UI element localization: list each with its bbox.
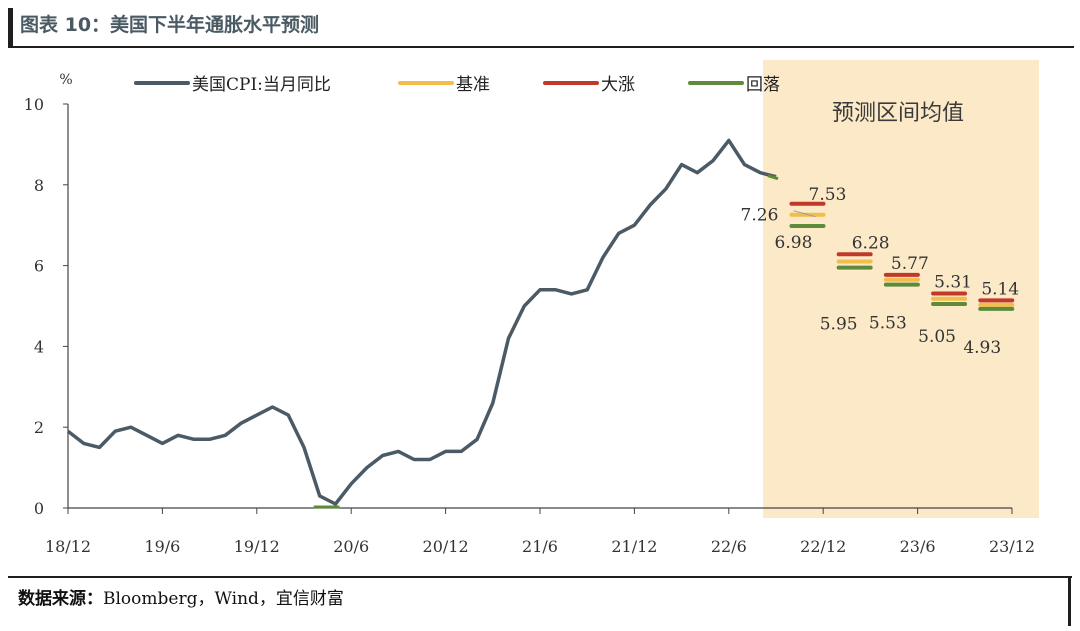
title-underline — [8, 46, 1074, 48]
y-axis-unit: % — [59, 72, 72, 88]
x-tick-label: 22/12 — [800, 537, 846, 556]
forecast-region-label: 预测区间均值 — [832, 101, 964, 126]
source-note: 数据来源：Bloomberg，Wind，宜信财富 — [18, 584, 344, 609]
x-tick-label: 19/6 — [144, 537, 180, 556]
x-tick-label: 23/6 — [900, 537, 936, 556]
x-tick-label: 18/12 — [45, 537, 91, 556]
cpi-line — [66, 138, 777, 506]
axes: % 0 2 4 6 8 10 18/12 19/6 19/12 20/6 20/12 21/6 21/12… — [24, 72, 1035, 556]
y-tick-label: 2 — [34, 418, 44, 437]
x-tick-label: 21/12 — [611, 537, 657, 556]
forecast-layer: 7.53 7.26 6.98 6.28 5.95 5.77 5.53 5.31 5.05 5.14… — [741, 185, 1020, 358]
forecast-region — [763, 60, 1039, 518]
forecast-value-label: 5.95 — [820, 315, 858, 335]
forecast-value-label: 6.28 — [852, 233, 890, 253]
forecast-value-label: 4.93 — [963, 338, 1001, 358]
legend-label: 回落 — [746, 75, 780, 95]
x-tick-label: 20/6 — [333, 537, 369, 556]
y-tick-label: 4 — [34, 337, 44, 356]
forecast-value-label: 5.53 — [869, 314, 907, 334]
footer-right-rule — [1068, 576, 1071, 626]
series-layer — [66, 138, 779, 509]
forecast-value-label: 7.26 — [741, 206, 779, 226]
title-accent-rule — [8, 8, 13, 46]
footer-rule — [8, 576, 1072, 578]
chart-title: 图表 10：美国下半年通胀水平预测 — [20, 14, 320, 36]
source-text: Bloomberg，Wind，宜信财富 — [103, 589, 344, 609]
x-tick-label: 19/12 — [234, 537, 280, 556]
y-tick-label: 10 — [24, 95, 44, 114]
legend-label: 基准 — [456, 75, 490, 95]
x-tick-label: 22/6 — [711, 537, 747, 556]
y-tick-label: 0 — [34, 499, 44, 518]
cpi-chart: 预测区间均值 % 0 2 4 6 8 10 18/12 19/6 19/12 20/6 20/12 21… — [24, 60, 1039, 556]
x-tick-label: 21/6 — [522, 537, 558, 556]
forecast-value-label: 5.31 — [934, 272, 972, 292]
cpi-tail — [767, 174, 779, 181]
source-label: 数据来源： — [18, 589, 103, 609]
forecast-value-label: 6.98 — [775, 233, 813, 253]
x-tick-label: 23/12 — [989, 537, 1035, 556]
forecast-leader-line — [793, 210, 816, 218]
legend-label: 美国CPI:当月同比 — [192, 75, 331, 95]
y-tick-label: 8 — [34, 176, 44, 195]
legend: 美国CPI:当月同比 基准 大涨 回落 — [134, 75, 780, 95]
title-bar: 图表 10：美国下半年通胀水平预测 — [0, 0, 1080, 48]
x-tick-label: 20/12 — [423, 537, 469, 556]
legend-label: 大涨 — [601, 75, 635, 95]
forecast-value-label: 5.14 — [981, 279, 1019, 299]
forecast-value-label: 5.05 — [918, 327, 956, 347]
y-tick-label: 6 — [34, 257, 44, 276]
forecast-value-label: 7.53 — [809, 185, 847, 205]
forecast-value-label: 5.77 — [891, 254, 929, 274]
